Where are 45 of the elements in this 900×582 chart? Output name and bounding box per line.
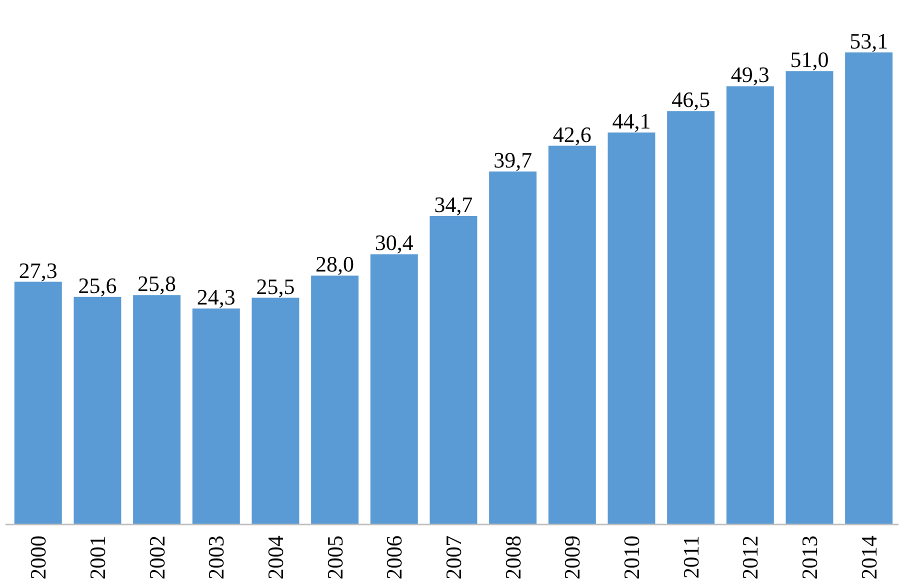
x-tick-label: 2003	[204, 536, 229, 580]
data-label: 51,0	[790, 47, 829, 72]
x-tick-label: 2008	[500, 536, 526, 580]
data-label: 44,1	[612, 108, 651, 134]
bar	[786, 71, 834, 524]
data-label: 39,7	[494, 148, 532, 173]
data-label: 30,4	[374, 230, 414, 256]
x-tick-label: 2013	[796, 536, 822, 580]
x-tick-label: 2014	[856, 536, 882, 580]
x-tick-label: 2001	[84, 536, 110, 580]
bar	[608, 132, 656, 524]
x-tick-label: 2010	[618, 536, 644, 580]
x-tick-label: 2012	[738, 536, 763, 580]
x-tick-label: 2005	[322, 536, 348, 580]
bar	[192, 308, 240, 524]
x-tick-label: 2011	[678, 535, 704, 579]
data-label: 25,5	[256, 274, 295, 299]
data-label: 49,3	[730, 62, 770, 88]
x-tick-label: 2007	[440, 536, 466, 580]
bar	[14, 282, 62, 524]
bar	[548, 146, 596, 524]
data-label: 46,5	[672, 87, 710, 112]
data-label: 42,6	[552, 122, 592, 147]
data-label: 25,8	[138, 271, 176, 296]
bar	[489, 172, 537, 524]
bar	[726, 86, 774, 524]
bar	[311, 276, 359, 524]
bar	[252, 298, 300, 524]
bar	[133, 295, 181, 524]
bar	[370, 254, 418, 524]
x-tick-label: 2002	[144, 536, 170, 580]
x-tick-label: 2004	[262, 536, 288, 580]
bar	[667, 111, 715, 524]
data-label: 53,1	[850, 28, 888, 54]
x-tick-label: 2006	[382, 536, 407, 580]
bar	[430, 216, 478, 524]
data-label: 27,3	[18, 258, 58, 283]
data-label: 34,7	[434, 192, 473, 218]
data-label: 28,0	[316, 252, 354, 277]
bar	[845, 52, 893, 524]
bar	[74, 296, 122, 524]
data-label: 24,3	[196, 284, 236, 310]
x-tick-label: 2000	[26, 536, 51, 580]
data-label: 25,6	[78, 272, 117, 298]
x-tick-label: 2009	[560, 536, 585, 580]
